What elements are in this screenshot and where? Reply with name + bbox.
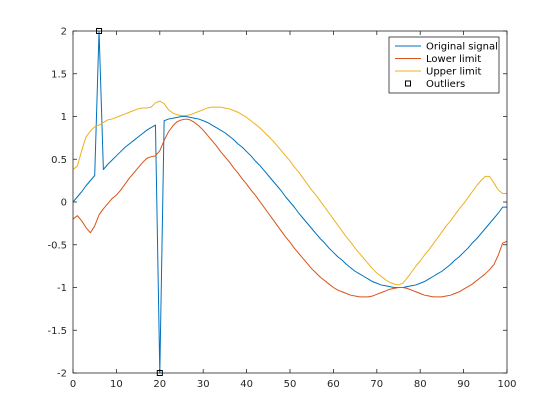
x-tick-label: 10 [110, 379, 123, 390]
outlier-marker [96, 28, 103, 34]
y-tick-label: 2 [61, 27, 67, 38]
legend-swatch-outliers [405, 80, 411, 87]
x-tick-label: 90 [457, 379, 470, 390]
legend-label-original-signal: Original signal [426, 42, 498, 53]
series-line-original-signal [73, 31, 507, 373]
y-tick-label: -1 [57, 283, 67, 294]
x-tick-label: 100 [497, 379, 516, 390]
outlier-layer [96, 28, 163, 376]
series-line-upper-limit [73, 100, 507, 286]
x-tick-label: 40 [240, 379, 253, 390]
y-tick-label: 1 [61, 112, 67, 123]
x-tick-label: 80 [414, 379, 427, 390]
x-tick-label: 30 [197, 379, 210, 390]
legend-label-lower-limit: Lower limit [426, 54, 481, 65]
x-tick-label: 20 [153, 379, 166, 390]
y-tick-label: 0.5 [51, 155, 67, 166]
x-tick-label: 50 [284, 379, 297, 390]
series-line-lower-limit [73, 118, 507, 298]
axes-layer: 0 10 20 30 40 50 60 70 80 90 100 -2 -1.5 -1 -0.5 0 0.5 1 1… [47, 27, 516, 391]
outlier-marker [156, 370, 163, 376]
legend-label-outliers: Outliers [426, 79, 465, 90]
legend-label-upper-limit: Upper limit [426, 67, 482, 78]
y-tick-label: -2 [57, 369, 67, 380]
x-tick-label: 70 [370, 379, 383, 390]
x-tick-label: 60 [327, 379, 340, 390]
y-tick-label: 0 [61, 198, 67, 209]
y-tick-label: 1.5 [51, 69, 67, 80]
y-tick-label: -1.5 [47, 326, 67, 337]
series-layer [73, 31, 507, 373]
y-tick-label: -0.5 [47, 240, 67, 251]
x-tick-label: 0 [70, 379, 76, 390]
